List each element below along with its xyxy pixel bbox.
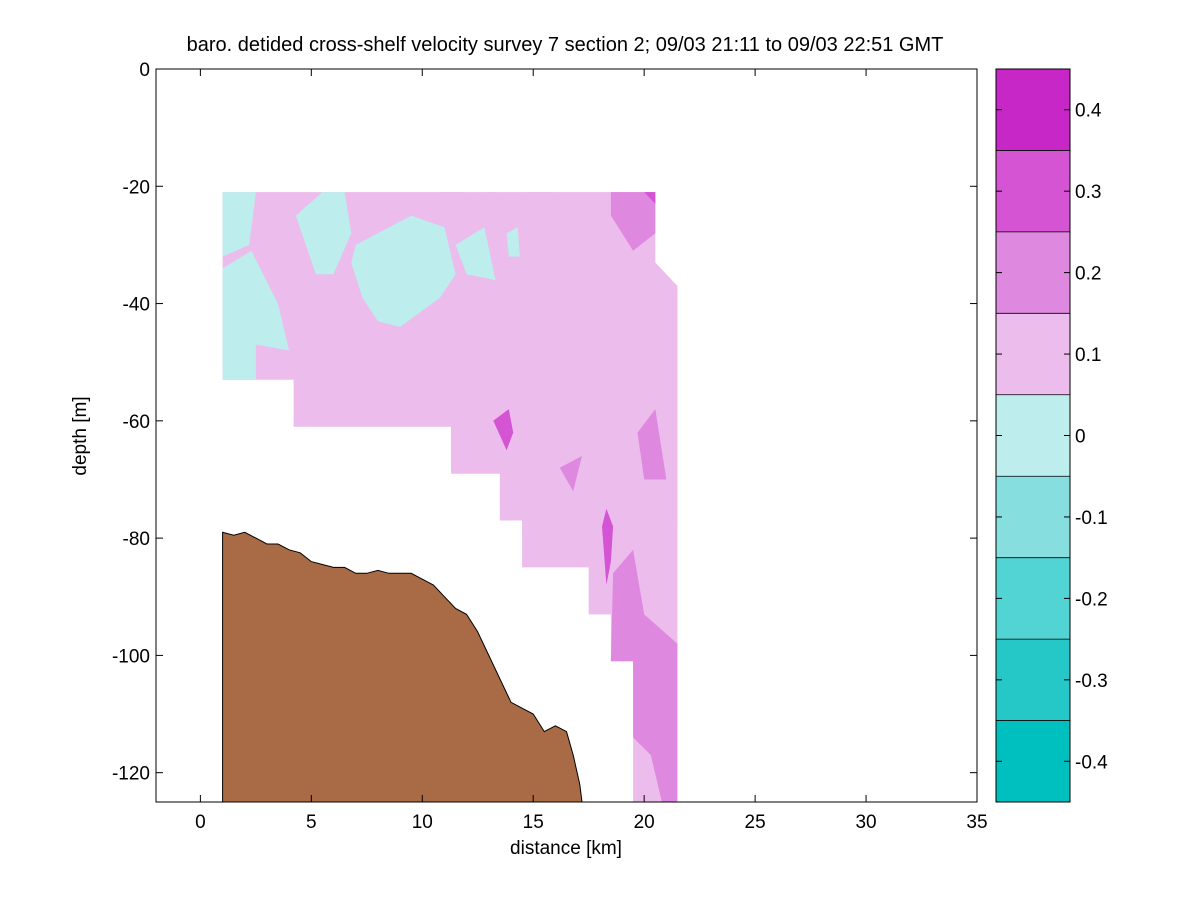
contour-region-8 xyxy=(440,192,467,216)
x-tick-label: 25 xyxy=(745,812,766,833)
colorbar-band xyxy=(996,69,1070,151)
x-axis: 0 5 10 15 20 25 30 35 xyxy=(195,69,988,833)
x-tick-label: 35 xyxy=(966,812,987,833)
colorbar-tick-label: -0.1 xyxy=(1075,508,1108,529)
colorbar-tick-label: -0.2 xyxy=(1075,589,1108,610)
colorbar-band xyxy=(996,394,1070,477)
contour-region-9 xyxy=(484,192,498,204)
colorbar-band xyxy=(996,231,1070,314)
contour-region-14 xyxy=(493,409,514,451)
colorbar-tick-label: 0 xyxy=(1075,427,1086,448)
colorbar-tick-label: -0.3 xyxy=(1075,671,1108,692)
y-tick-label: 0 xyxy=(139,60,150,81)
contour-region-1 xyxy=(222,250,290,380)
contour-region-11 xyxy=(637,409,667,480)
contour-region-16 xyxy=(644,192,656,204)
colorbar: -0.4 -0.3 -0.2 -0.1 0 0.1 0.2 0.3 0.4 xyxy=(995,68,1108,803)
contour-region-12 xyxy=(610,549,678,802)
colorbar-tick-label: 0.3 xyxy=(1075,182,1101,203)
colorbar-tick-label: 0.2 xyxy=(1075,264,1101,285)
contour-region-4 xyxy=(455,227,496,281)
colorbar-tick-label: 0.1 xyxy=(1075,345,1101,366)
y-tick-label: -60 xyxy=(123,412,150,433)
contour-region-2 xyxy=(295,192,352,275)
x-tick-label: 10 xyxy=(412,812,433,833)
x-axis-label: distance [km] xyxy=(510,838,622,859)
x-tick-label: 20 xyxy=(634,812,655,833)
contour-region-13 xyxy=(559,456,582,492)
colorbar-tick-label: -0.4 xyxy=(1075,752,1108,773)
contour-region-5 xyxy=(506,227,520,257)
contour-region-15 xyxy=(602,508,614,585)
plot-frame xyxy=(155,68,978,803)
y-tick-label: -120 xyxy=(112,764,150,785)
x-tick-label: 0 xyxy=(195,812,206,833)
contour-region-10 xyxy=(610,192,656,251)
colorbar-band xyxy=(996,313,1070,395)
y-tick-label: -20 xyxy=(123,177,150,198)
colorbar-band xyxy=(996,150,1070,232)
y-axis-label: depth [m] xyxy=(70,396,91,475)
colorbar-tick-label: 0.4 xyxy=(1075,101,1102,122)
y-tick-label: -40 xyxy=(123,295,150,316)
bathymetry-layer xyxy=(222,531,583,803)
colorbar-band xyxy=(996,639,1070,721)
colorbar-band xyxy=(996,557,1070,640)
x-tick-label: 5 xyxy=(306,812,317,833)
contour-region-7 xyxy=(522,192,596,281)
colorbar-band xyxy=(996,720,1070,802)
x-tick-label: 15 xyxy=(523,812,544,833)
contour-region-0 xyxy=(222,192,256,257)
seafloor-bathymetry xyxy=(222,531,583,803)
contour-region-3 xyxy=(351,215,456,327)
colorbar-band xyxy=(996,476,1070,558)
x-tick-label: 30 xyxy=(855,812,876,833)
y-tick-label: -80 xyxy=(123,529,150,550)
contour-layer xyxy=(222,192,678,803)
chart-title: baro. detided cross-shelf velocity surve… xyxy=(187,34,944,56)
y-tick-label: -100 xyxy=(112,646,150,667)
y-axis: 0 -20 -40 -60 -80 -100 -120 xyxy=(112,60,977,785)
contour-region-6 xyxy=(451,262,678,539)
